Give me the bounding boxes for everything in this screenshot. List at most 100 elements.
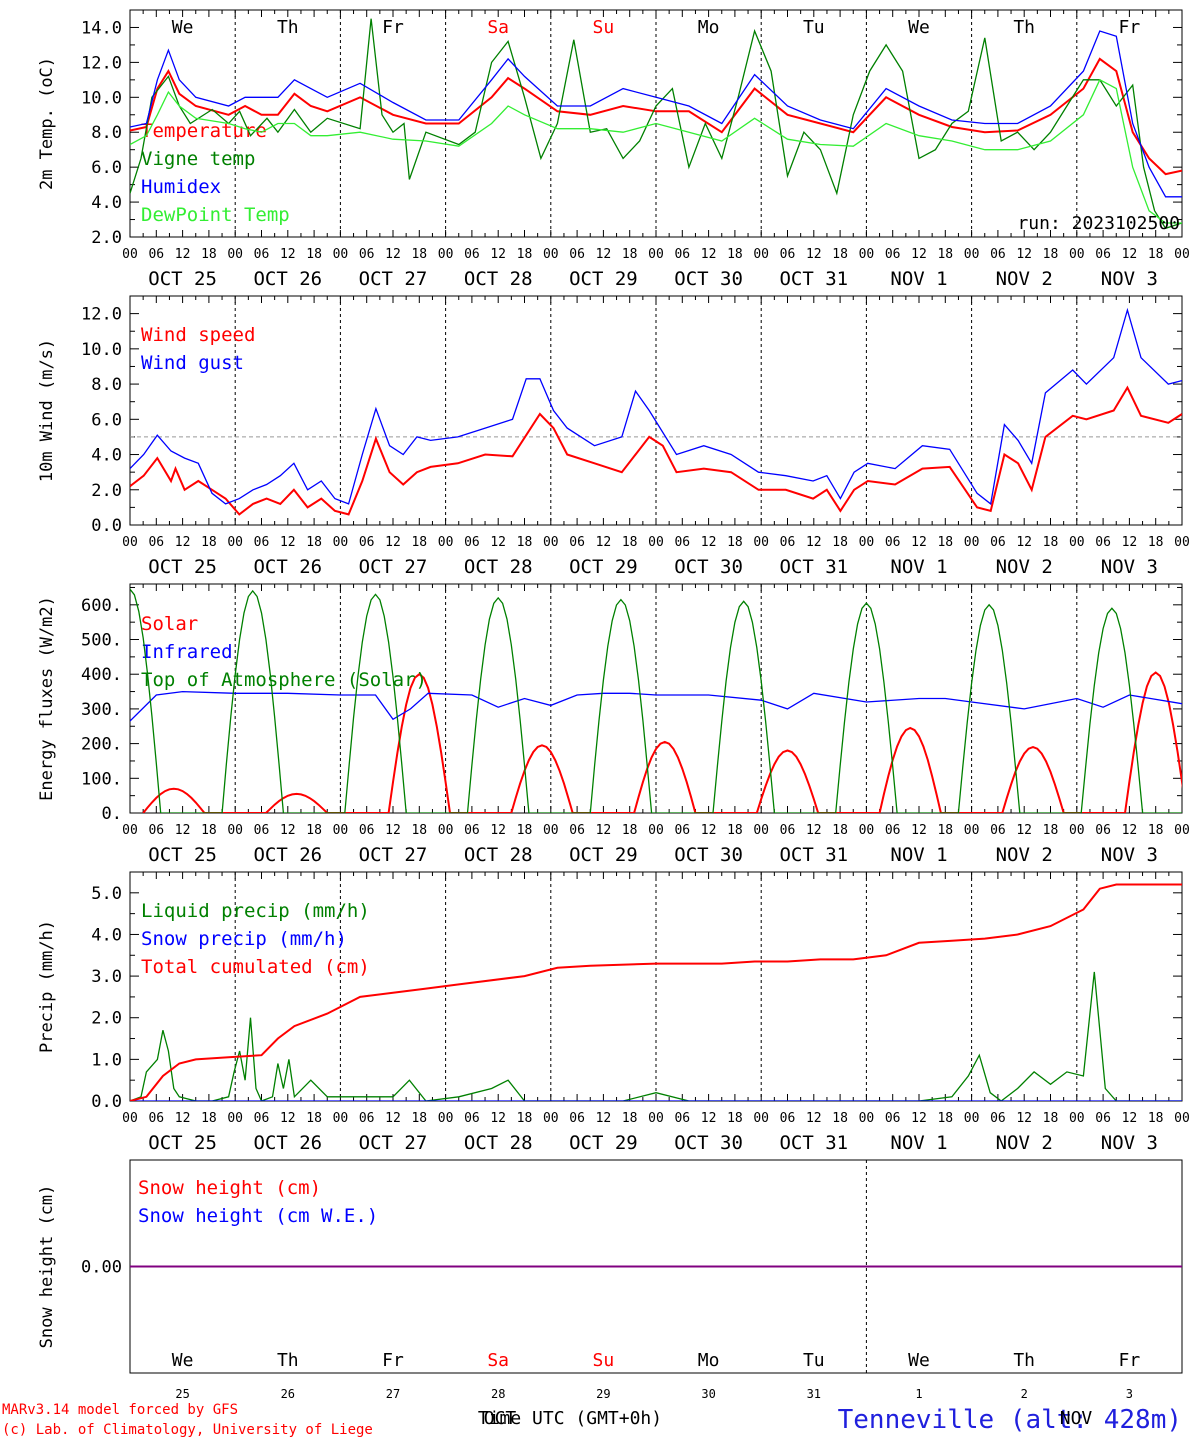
series-line-infrared: [130, 690, 1182, 722]
hour-tick-label: 06: [148, 823, 164, 838]
hour-tick-label: 18: [517, 1111, 533, 1126]
hour-tick-label: 18: [622, 823, 638, 838]
hour-tick-label: 00: [1174, 247, 1190, 262]
legend-entry: Snow height (cm): [138, 1177, 321, 1199]
date-label: OCT 25: [148, 268, 217, 290]
hour-tick-label: 18: [1148, 823, 1164, 838]
weekday-label: Th: [1013, 17, 1035, 38]
hour-tick-label: 12: [806, 823, 822, 838]
hour-tick-label: 18: [1043, 535, 1059, 550]
hour-tick-label: 18: [727, 535, 743, 550]
hour-tick-label: 18: [1148, 535, 1164, 550]
hour-tick-label: 12: [280, 1111, 296, 1126]
time-axis-label: Time UTC (GMT+0h): [478, 1408, 662, 1429]
hour-tick-label: 00: [859, 247, 875, 262]
y-axis-label: 2m Temp. (oC): [37, 57, 57, 190]
y-tick-label: 6.0: [91, 410, 122, 430]
y-tick-label: 3.0: [91, 967, 122, 987]
hour-tick-label: 12: [806, 247, 822, 262]
hour-tick-label: 06: [674, 823, 690, 838]
y-tick-label: 2.0: [91, 481, 122, 501]
date-label: NOV 3: [1101, 1132, 1158, 1154]
weekday-label: Th: [277, 17, 299, 38]
y-tick-label: 14.0: [81, 18, 122, 38]
hour-tick-label: 00: [1069, 1111, 1085, 1126]
hour-tick-label: 06: [1095, 247, 1111, 262]
hour-tick-label: 00: [122, 1111, 138, 1126]
date-label: OCT 31: [779, 556, 848, 578]
hour-tick-label: 18: [937, 823, 953, 838]
date-label: OCT 31: [779, 1132, 848, 1154]
hour-tick-label: 00: [753, 535, 769, 550]
date-label: NOV 2: [996, 556, 1053, 578]
hour-tick-label: 00: [227, 535, 243, 550]
y-axis-label: Energy fluxes (W/m2): [37, 596, 57, 801]
series-line-humidex: [130, 30, 1182, 198]
hour-tick-label: 00: [753, 1111, 769, 1126]
day-number-label: 1: [915, 1387, 922, 1401]
hour-tick-label: 18: [727, 1111, 743, 1126]
hour-tick-label: 12: [175, 1111, 191, 1126]
date-label: OCT 29: [569, 268, 638, 290]
hour-tick-label: 12: [490, 823, 506, 838]
station-name: Tenneville (alt: 428m): [838, 1405, 1182, 1435]
hour-tick-label: 06: [885, 247, 901, 262]
legend-entry: Liquid precip (mm/h): [141, 900, 370, 922]
hour-tick-label: 00: [964, 1111, 980, 1126]
hour-tick-label: 00: [227, 1111, 243, 1126]
hour-tick-label: 18: [832, 247, 848, 262]
weekday-label: Mo: [698, 17, 720, 38]
hour-tick-label: 18: [622, 1111, 638, 1126]
hour-tick-label: 00: [1174, 535, 1190, 550]
date-label: OCT 26: [253, 556, 322, 578]
day-number-label: 28: [491, 1387, 505, 1401]
legend-entry: Snow precip (mm/h): [141, 928, 347, 950]
hour-tick-label: 12: [701, 247, 717, 262]
hour-tick-label: 12: [806, 535, 822, 550]
date-label: NOV 3: [1101, 556, 1158, 578]
date-label: OCT 28: [464, 268, 533, 290]
weekday-label: Su: [593, 17, 615, 38]
y-tick-label: 0.0: [91, 1092, 122, 1112]
hour-tick-label: 06: [1095, 823, 1111, 838]
overlap-nov: NOV: [1060, 1408, 1093, 1429]
weekday-label: Fr: [1119, 17, 1141, 38]
hour-tick-label: 12: [385, 1111, 401, 1126]
hour-tick-label: 18: [517, 535, 533, 550]
hour-tick-label: 12: [1016, 1111, 1032, 1126]
day-number-label: 31: [807, 1387, 821, 1401]
hour-tick-label: 12: [701, 823, 717, 838]
day-number-label: 3: [1126, 1387, 1133, 1401]
overlap-oct: OCT: [484, 1408, 517, 1429]
hour-tick-label: 00: [333, 535, 349, 550]
y-tick-label: 200.: [81, 735, 122, 755]
y-axis-label: 10m Wind (m/s): [37, 339, 57, 482]
hour-tick-label: 00: [333, 247, 349, 262]
date-label: OCT 25: [148, 844, 217, 866]
hour-tick-label: 06: [148, 247, 164, 262]
y-tick-label: 12.0: [81, 305, 122, 325]
y-tick-label: 2.0: [91, 1009, 122, 1029]
panel-4: 0.0 1.0 2.0 3.0 4.0 5.0 Precip (mm/h) Liquid pr…: [37, 871, 1190, 1154]
day-number-label: 2: [1021, 1387, 1028, 1401]
y-axis-label: Precip (mm/h): [37, 920, 57, 1053]
date-label: OCT 27: [359, 1132, 428, 1154]
day-number-label: 26: [281, 1387, 295, 1401]
legend-entry: Vigne temp: [141, 148, 255, 170]
date-label: OCT 26: [253, 268, 322, 290]
day-number-label: 27: [386, 1387, 400, 1401]
hour-tick-label: 06: [990, 823, 1006, 838]
legend-entry: Snow height (cm W.E.): [138, 1205, 378, 1227]
weekday-label: Tu: [803, 17, 825, 38]
series-line-total-cumulated-cm-: [130, 883, 1182, 1101]
date-label: OCT 25: [148, 556, 217, 578]
hour-tick-label: 12: [175, 247, 191, 262]
hour-tick-label: 18: [411, 247, 427, 262]
series-line-liquid-precip-mm-h-: [130, 971, 1182, 1101]
hour-tick-label: 00: [1174, 1111, 1190, 1126]
panel-1: 2.04.06.08.010.012.014.02m Temp. (oC) Tem…: [37, 9, 1190, 290]
hour-tick-label: 06: [254, 1111, 270, 1126]
hour-tick-label: 12: [596, 823, 612, 838]
hour-tick-label: 18: [201, 1111, 217, 1126]
hour-tick-label: 06: [569, 823, 585, 838]
